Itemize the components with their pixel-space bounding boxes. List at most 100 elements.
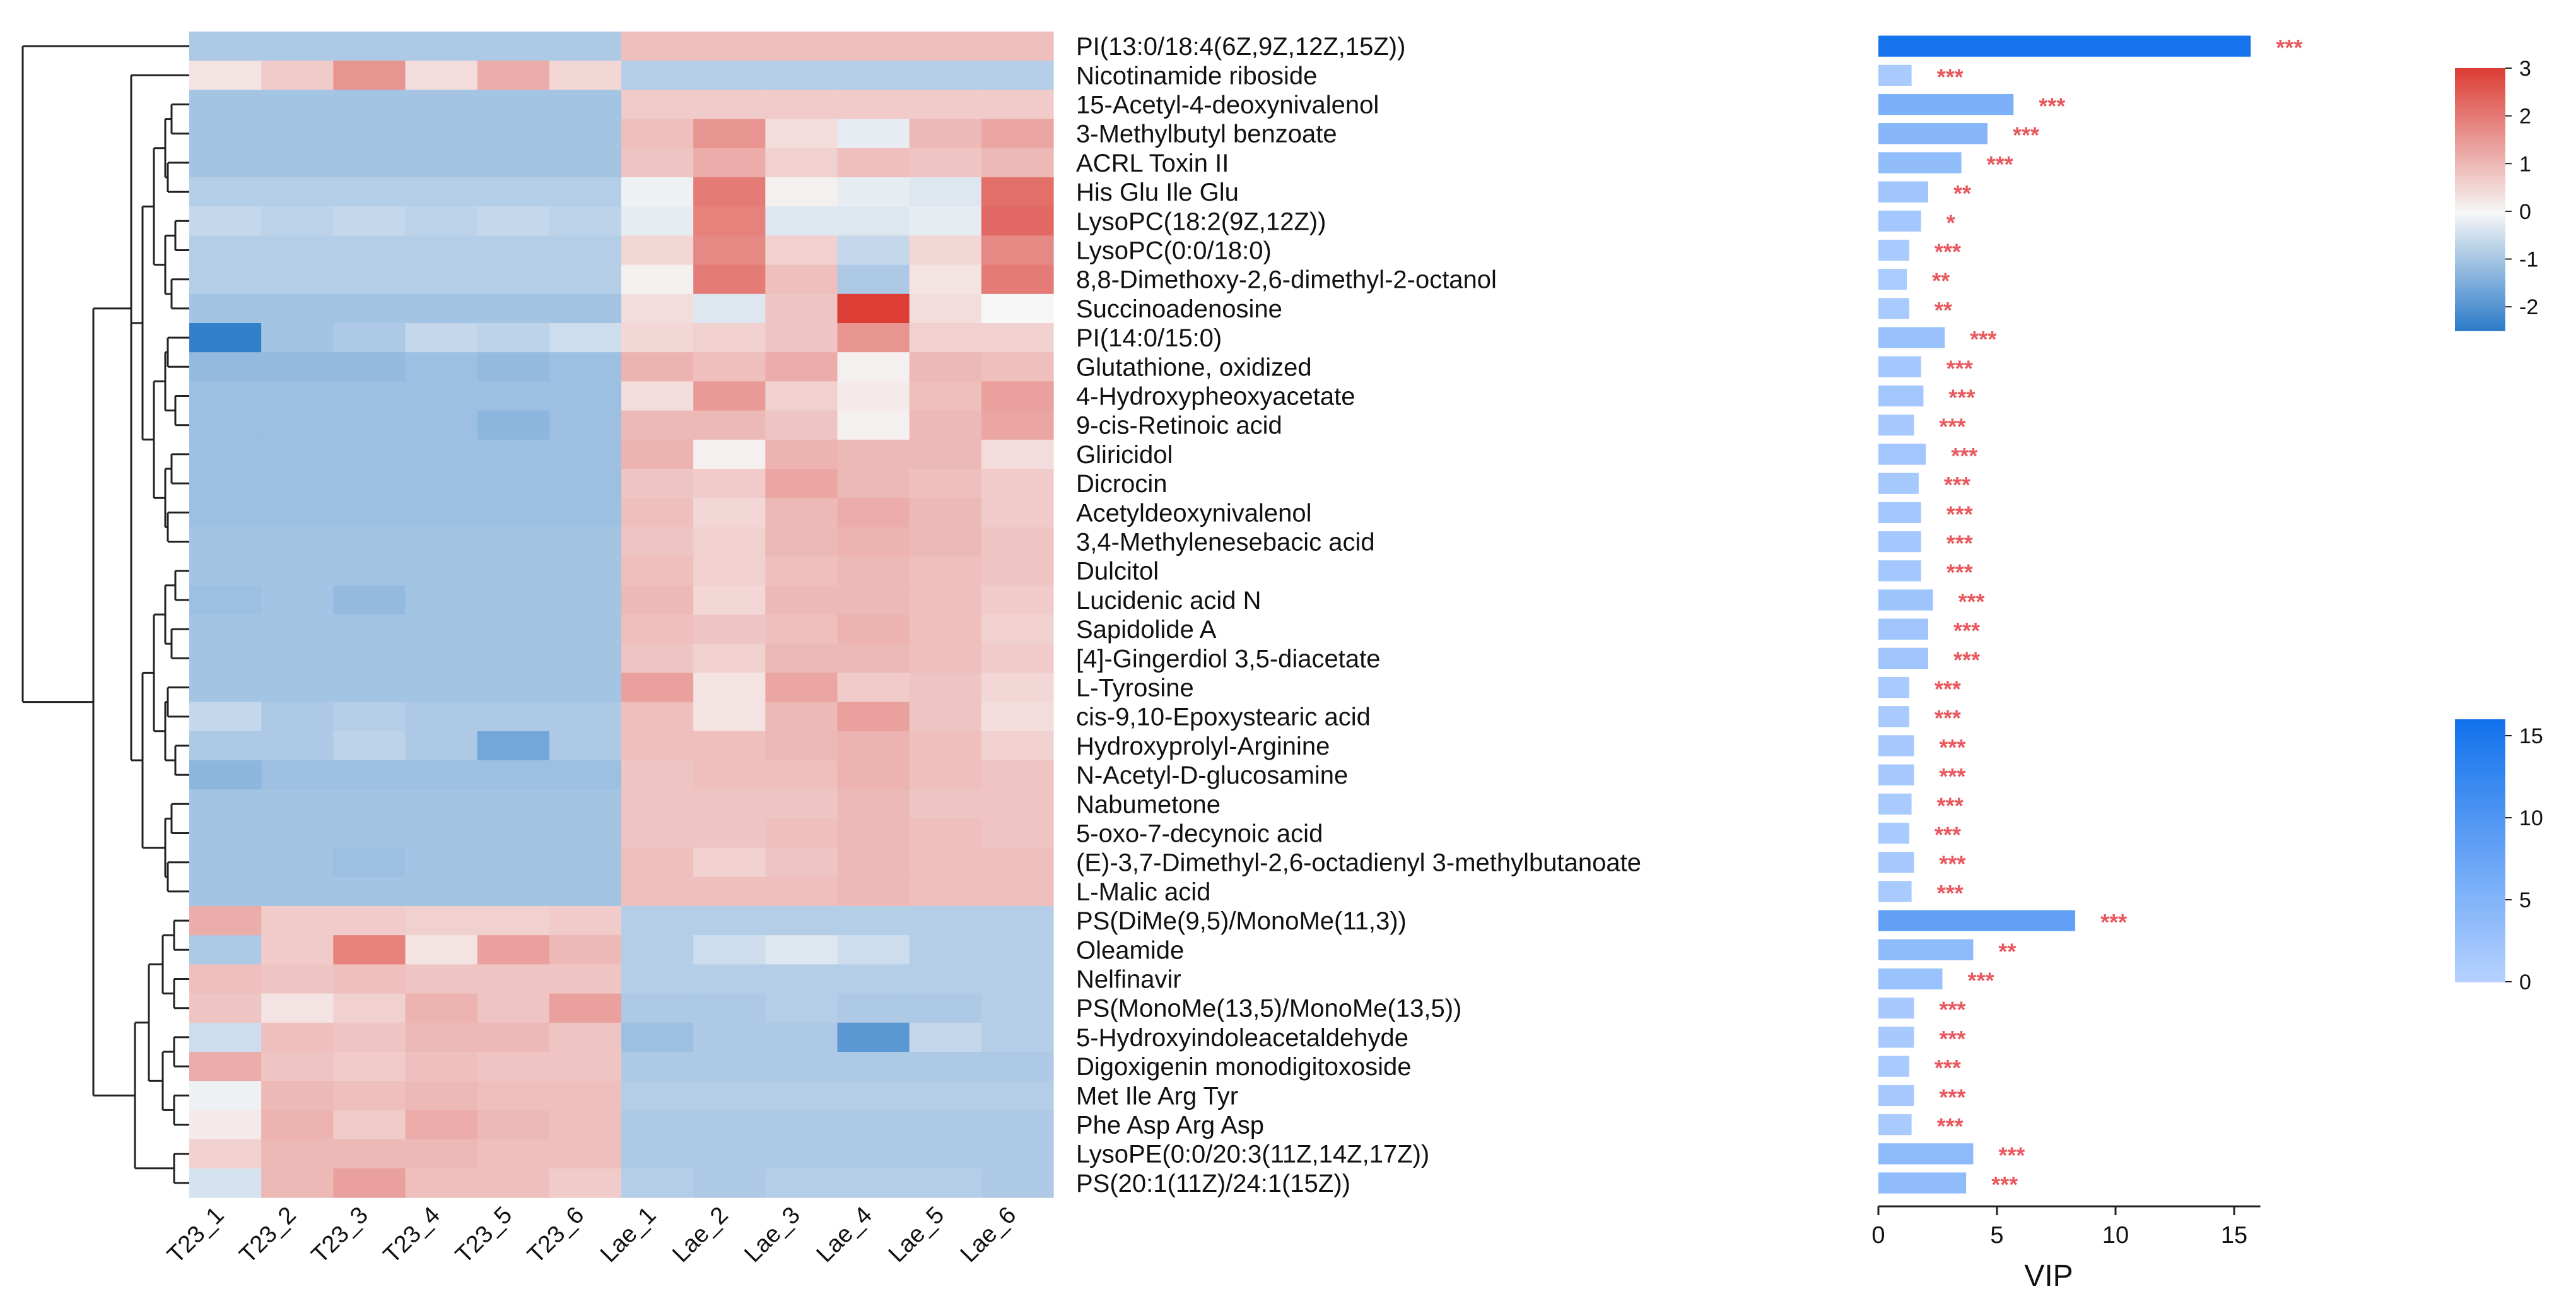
heatmap-cell — [549, 90, 622, 120]
colorbar-segment — [2455, 307, 2505, 310]
heatmap-cell — [261, 1139, 334, 1169]
significance-label: *** — [1935, 676, 1961, 702]
heatmap-cell — [333, 439, 406, 469]
heatmap-cell — [693, 148, 766, 178]
heatmap-cell — [477, 1110, 550, 1140]
heatmap-cell — [765, 1139, 838, 1169]
colorbar-segment — [2455, 134, 2505, 138]
colorbar-segment — [2455, 97, 2505, 100]
heatmap-cell — [765, 1022, 838, 1052]
row-label: His Glu Ile Glu — [1076, 179, 1239, 206]
colorbar-tick-label: 2 — [2519, 105, 2531, 129]
heatmap-cell — [837, 615, 910, 644]
heatmap-cell — [909, 352, 982, 382]
colorbar-segment — [2455, 855, 2505, 859]
colorbar-segment — [2455, 192, 2505, 196]
vip-bar — [1878, 706, 1909, 727]
colorbar-segment — [2455, 292, 2505, 296]
heatmap-cell — [189, 964, 262, 994]
colorbar-segment — [2455, 68, 2505, 71]
colorbar-segment — [2455, 786, 2505, 789]
colorbar-segment — [2455, 185, 2505, 188]
vip-bar — [1878, 560, 1921, 582]
colorbar-segment — [2455, 724, 2505, 727]
colorbar-segment — [2455, 87, 2505, 90]
heatmap-cell — [693, 381, 766, 411]
heatmap-cell — [693, 1081, 766, 1110]
heatmap-cell — [621, 527, 694, 557]
heatmap-cell — [765, 731, 838, 761]
heatmap-cell — [981, 498, 1054, 527]
column-label: T23_2 — [235, 1202, 302, 1269]
heatmap-cell — [189, 439, 262, 469]
heatmap-cell — [765, 906, 838, 936]
significance-label: *** — [1947, 531, 1973, 556]
heatmap-cell — [261, 760, 334, 790]
heatmap-cell — [693, 32, 766, 61]
colorbar-segment — [2455, 299, 2505, 303]
heatmap-cell — [549, 498, 622, 527]
colorbar-segment — [2455, 225, 2505, 229]
heatmap-cell — [261, 469, 334, 498]
heatmap-cell — [837, 847, 910, 878]
colorbar-segment — [2455, 103, 2505, 107]
heatmap-cell — [621, 469, 694, 498]
heatmap-cell — [837, 556, 910, 586]
heatmap-cell — [621, 293, 694, 324]
heatmap-cell — [693, 498, 766, 527]
significance-label: *** — [1939, 997, 1965, 1023]
column-labels: T23_1 T23_2 T23_3 T23_4 T23_5 T23_6 Lae_1 Lae_2… — [163, 1202, 1022, 1269]
row-label: Succinoadenosine — [1076, 295, 1282, 323]
colorbar-segment — [2455, 729, 2505, 732]
vip-bar — [1878, 502, 1921, 523]
vip-bar — [1878, 676, 1909, 698]
row-label: [4]-Gingerdiol 3,5-diacetate — [1076, 645, 1381, 673]
heatmap-cell — [405, 1022, 478, 1052]
heatmap-cell — [189, 293, 262, 324]
heatmap-cell — [333, 1110, 406, 1140]
colorbar-segment — [2455, 297, 2505, 300]
colorbar-segment — [2455, 79, 2505, 83]
colorbar-segment — [2455, 78, 2505, 81]
colorbar-segment — [2455, 187, 2505, 191]
colorbar-segment — [2455, 936, 2505, 939]
colorbar-segment — [2455, 905, 2505, 909]
heatmap-cell — [693, 1139, 766, 1169]
heatmap-cell — [981, 702, 1054, 732]
heatmap-cell — [261, 32, 334, 61]
colorbar-segment — [2455, 311, 2505, 315]
heatmap-cell — [837, 148, 910, 178]
heatmap-cell — [837, 789, 910, 819]
colorbar-segment — [2455, 862, 2505, 866]
vip-bar — [1878, 473, 1919, 494]
heatmap-cell — [765, 760, 838, 790]
heatmap-cell — [189, 206, 262, 236]
colorbar-segment — [2455, 731, 2505, 734]
heatmap-cell — [189, 1139, 262, 1169]
colorbar-segment — [2455, 149, 2505, 153]
heatmap-cell — [765, 876, 838, 907]
heatmap-cell — [909, 498, 982, 527]
heatmap-cell — [405, 615, 478, 644]
heatmap-cell — [765, 935, 838, 965]
heatmap-cell — [909, 410, 982, 440]
colorbar-segment — [2455, 845, 2505, 849]
colorbar-segment — [2455, 757, 2505, 761]
significance-label: *** — [1944, 472, 1970, 498]
heatmap-cell — [261, 1081, 334, 1110]
vip-bar — [1878, 793, 1912, 815]
colorbar-segment — [2455, 788, 2505, 792]
colorbar-segment — [2455, 927, 2505, 930]
colorbar-segment — [2455, 915, 2505, 918]
colorbar-segment — [2455, 283, 2505, 286]
heatmap-cell — [621, 1081, 694, 1110]
heatmap-cell — [333, 32, 406, 61]
colorbar-segment — [2455, 197, 2505, 200]
heatmap-cell — [261, 1168, 334, 1198]
heatmap-cell — [981, 323, 1054, 353]
colorbar-segment — [2455, 319, 2505, 322]
heatmap-cell — [909, 1052, 982, 1081]
row-label: L-Malic acid — [1076, 878, 1210, 906]
heatmap-cell — [765, 673, 838, 703]
colorbar-segment — [2455, 719, 2505, 722]
